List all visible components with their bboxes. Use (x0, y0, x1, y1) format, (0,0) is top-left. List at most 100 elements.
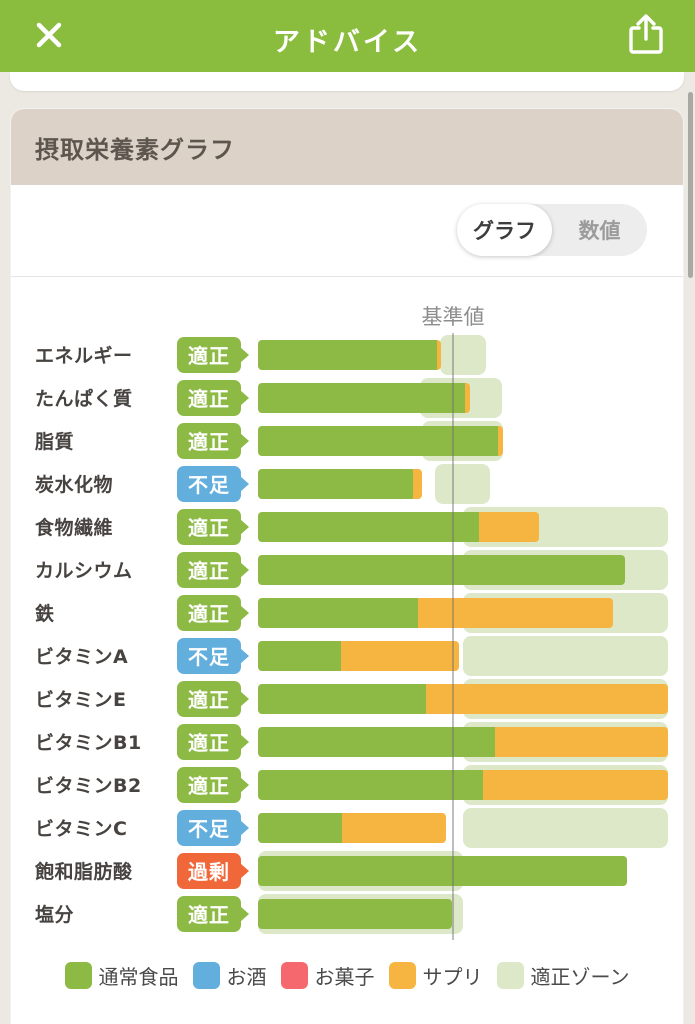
target-zone (463, 635, 668, 676)
chart-legend: 通常食品 お酒 お菓子 サプリ 適正ゾーン (11, 961, 683, 990)
status-badge-label: 適正 (188, 344, 230, 368)
badge-pointer (240, 862, 249, 879)
badge-pointer (240, 561, 249, 578)
legend-item: お菓子 (280, 961, 375, 990)
bar-track (258, 721, 668, 762)
nutrient-label: ビタミンA (35, 646, 129, 668)
bar-track (258, 549, 668, 590)
nutrient-row: ビタミンC 不足 (11, 806, 683, 849)
bar-track (258, 334, 668, 375)
graph-number-toggle: グラフ 数値 (457, 204, 647, 256)
bar-segment-orange (479, 511, 539, 542)
bar-segment-green (258, 640, 341, 671)
bar-segment-orange (498, 425, 503, 456)
nutrient-row: 脂質 適正 (11, 419, 683, 462)
nutrient-label: 飽和脂肪酸 (35, 861, 133, 883)
nutrient-row: ビタミンB1 適正 (11, 720, 683, 763)
bar-segment-green (258, 812, 342, 843)
tab-graph[interactable]: グラフ (457, 204, 552, 256)
bar-segment-orange (413, 468, 422, 499)
nutrient-label: 鉄 (35, 603, 55, 625)
nutrient-row: ビタミンA 不足 (11, 634, 683, 677)
legend-label: 適正ゾーン (530, 965, 630, 989)
bar-segment-green (258, 468, 413, 499)
legend-item: 適正ゾーン (496, 961, 630, 990)
status-badge-ok: 適正 (177, 551, 249, 588)
bar-track (258, 463, 668, 504)
badge-pointer (240, 647, 249, 664)
bar-segment-orange (495, 726, 668, 757)
previous-card-bottom (10, 72, 684, 91)
nutrient-row: たんぱく質 適正 (11, 376, 683, 419)
status-badge-label: 適正 (188, 430, 230, 454)
nutrient-label: 脂質 (35, 431, 75, 453)
bar-track (258, 506, 668, 547)
nutrient-label: ビタミンC (35, 818, 128, 840)
bar-segment-green (258, 683, 426, 714)
nutrient-label: ビタミンB1 (35, 732, 142, 754)
bar-segment-green (258, 425, 498, 456)
nutrient-label: ビタミンB2 (35, 775, 142, 797)
badge-pointer (240, 776, 249, 793)
legend-label: お酒 (226, 965, 267, 989)
status-badge-label: 過剰 (188, 860, 230, 884)
card-header: 摂取栄養素グラフ (11, 109, 683, 185)
nutrient-label: 食物繊維 (35, 517, 114, 539)
bar-segment-green (258, 339, 437, 370)
status-badge-low: 不足 (177, 465, 249, 502)
legend-swatch-red (280, 962, 308, 989)
nutrient-label: カルシウム (35, 560, 133, 582)
nutrient-label: ビタミンE (35, 689, 127, 711)
badge-pointer (240, 690, 249, 707)
nutrient-row: ビタミンB2 適正 (11, 763, 683, 806)
badge-pointer (240, 819, 249, 836)
nutrient-label: エネルギー (35, 345, 133, 367)
status-badge-label: 適正 (188, 387, 230, 411)
bar-track (258, 420, 668, 461)
status-badge-ok: 適正 (177, 422, 249, 459)
status-badge-label: 適正 (188, 516, 230, 540)
bar-segment-orange (341, 640, 459, 671)
legend-item: サプリ (388, 961, 483, 990)
legend-label: お菓子 (314, 965, 375, 989)
badge-pointer (240, 518, 249, 535)
badge-pointer (240, 733, 249, 750)
legend-swatch-green (64, 962, 92, 989)
status-badge-ok: 適正 (177, 895, 249, 932)
bar-segment-green (258, 898, 452, 929)
nutrient-row: 飽和脂肪酸 過剰 (11, 849, 683, 892)
legend-swatch-blue (192, 962, 220, 989)
nutrient-row: エネルギー 適正 (11, 333, 683, 376)
status-badge-label: 不足 (188, 473, 230, 497)
view-toggle-row: グラフ 数値 (11, 185, 683, 277)
bar-segment-green (258, 726, 495, 757)
bar-segment-green (258, 769, 483, 800)
badge-pointer (240, 905, 249, 922)
nutrition-card: 摂取栄養素グラフ グラフ 数値 基準値 エネルギー 適正 たんぱく質 適正 脂質 適正 炭水… (10, 108, 684, 1024)
status-badge-ok: 適正 (177, 379, 249, 416)
bar-track (258, 377, 668, 418)
bar-segment-orange (342, 812, 446, 843)
nutrient-row: カルシウム 適正 (11, 548, 683, 591)
tab-numeric[interactable]: 数値 (578, 219, 621, 243)
nutrient-label: 塩分 (35, 904, 75, 926)
badge-pointer (240, 432, 249, 449)
status-badge-label: 適正 (188, 559, 230, 583)
close-icon (33, 19, 65, 54)
badge-pointer (240, 346, 249, 363)
status-badge-ok: 適正 (177, 723, 249, 760)
bar-segment-orange (426, 683, 668, 714)
nutrient-row: 食物繊維 適正 (11, 505, 683, 548)
status-badge-low: 不足 (177, 809, 249, 846)
share-button[interactable] (623, 13, 669, 59)
bar-segment-green (258, 855, 627, 886)
status-badge-label: 適正 (188, 774, 230, 798)
close-button[interactable] (26, 13, 72, 59)
app-header: アドバイス (0, 0, 695, 72)
scrollbar[interactable] (688, 92, 693, 278)
nutrient-row: 炭水化物 不足 (11, 462, 683, 505)
status-badge-ok: 適正 (177, 508, 249, 545)
bar-segment-green (258, 554, 625, 585)
bar-track (258, 893, 668, 934)
